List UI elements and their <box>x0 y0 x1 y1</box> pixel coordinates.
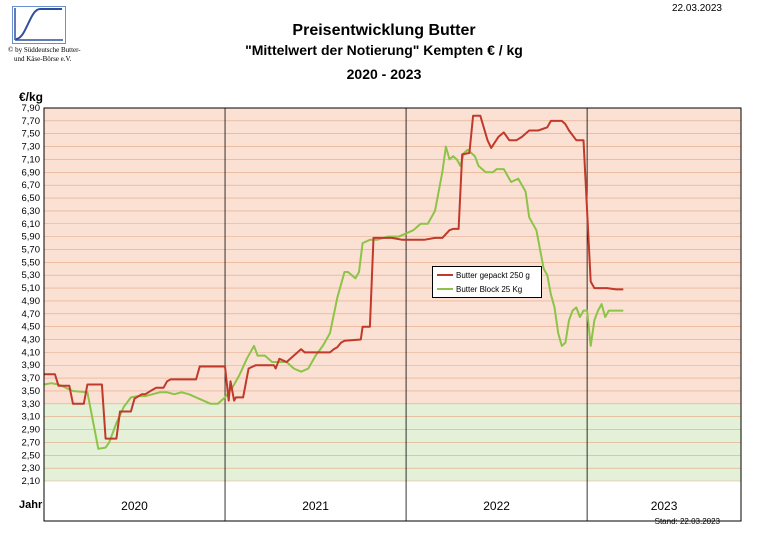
chart-subtitle: "Mittelwert der Notierung" Kempten € / k… <box>245 42 523 58</box>
y-tick-label: 5,70 <box>22 244 41 255</box>
y-tick-label: 4,30 <box>22 335 41 346</box>
y-tick-label: 3,90 <box>22 360 41 371</box>
y-tick-label: 4,50 <box>22 322 41 333</box>
y-tick-label: 6,70 <box>22 180 41 191</box>
y-tick-label: 5,90 <box>22 232 41 243</box>
x-axis-label: Jahr <box>19 499 43 511</box>
legend-label-block: Butter Block 25 Kg <box>456 284 523 294</box>
y-tick-label: 2,50 <box>22 450 41 461</box>
y-tick-label: 2,10 <box>22 476 41 487</box>
y-tick-label: 6,50 <box>22 193 41 204</box>
year-label: 2020 <box>121 499 148 513</box>
chart-title: Preisentwicklung Butter <box>292 22 476 39</box>
legend-swatch-gepackt <box>437 274 453 276</box>
y-tick-label: 7,10 <box>22 154 41 165</box>
year-label: 2022 <box>483 499 510 513</box>
copyright-line2: und Käse-Börse e.V. <box>14 55 72 63</box>
y-tick-label: 4,70 <box>22 309 41 320</box>
plot-frame <box>43 107 742 522</box>
series-line-gepackt <box>44 114 624 440</box>
copyright-line1: © by Süddeutsche Butter- <box>8 46 81 54</box>
y-tick-label: 3,50 <box>22 386 41 397</box>
y-tick-label: 2,70 <box>22 437 41 448</box>
y-tick-label: 7,70 <box>22 116 41 127</box>
y-axis-label: €/kg <box>19 90 44 104</box>
legend-label-gepackt: Butter gepackt 250 g <box>456 270 530 280</box>
y-tick-labels: 2,10 2,30 2,50 2,702,90 3,10 3,30 3,50 3,70 3,90… <box>22 103 41 487</box>
y-tick-label: 5,50 <box>22 257 41 268</box>
year-labels: 2020 2021 2022 2023 <box>121 499 678 513</box>
y-tick-label: 4,90 <box>22 296 41 307</box>
y-tick-label: 6,30 <box>22 206 41 217</box>
y-tick-label: 3,70 <box>22 373 41 384</box>
y-tick-label: 5,10 <box>22 283 41 294</box>
y-tick-label: 3,30 <box>22 399 41 410</box>
y-tick-label: 2,90 <box>22 425 41 436</box>
y-tick-label: 2,30 <box>22 463 41 474</box>
grid-lines <box>44 107 741 482</box>
y-tick-label: 7,50 <box>22 129 41 140</box>
y-tick-label: 7,30 <box>22 142 41 153</box>
y-tick-label: 6,10 <box>22 219 41 230</box>
legend-item-gepackt: Butter gepackt 250 g <box>437 269 530 281</box>
year-label: 2021 <box>302 499 329 513</box>
y-tick-label: 5,30 <box>22 270 41 281</box>
series-line-block <box>43 145 624 450</box>
y-tick-label: 7,90 <box>22 103 41 114</box>
legend: Butter gepackt 250 g Butter Block 25 Kg <box>432 266 542 298</box>
chart-period: 2020 - 2023 <box>346 66 422 82</box>
y-tick-label: 4,10 <box>22 347 41 358</box>
legend-item-block: Butter Block 25 Kg <box>437 283 522 295</box>
legend-swatch-block <box>437 288 453 290</box>
chart-background <box>44 108 741 481</box>
series-lines <box>43 114 624 450</box>
y-tick-label: 6,90 <box>22 167 41 178</box>
y-tick-label: 3,10 <box>22 412 41 423</box>
year-label: 2023 <box>651 499 678 513</box>
logo-icon <box>12 6 66 44</box>
copyright-note: © by Süddeutsche Butter- und Käse-Börse … <box>8 46 98 64</box>
report-date: 22.03.2023 <box>671 3 722 14</box>
upper-band <box>44 108 741 404</box>
